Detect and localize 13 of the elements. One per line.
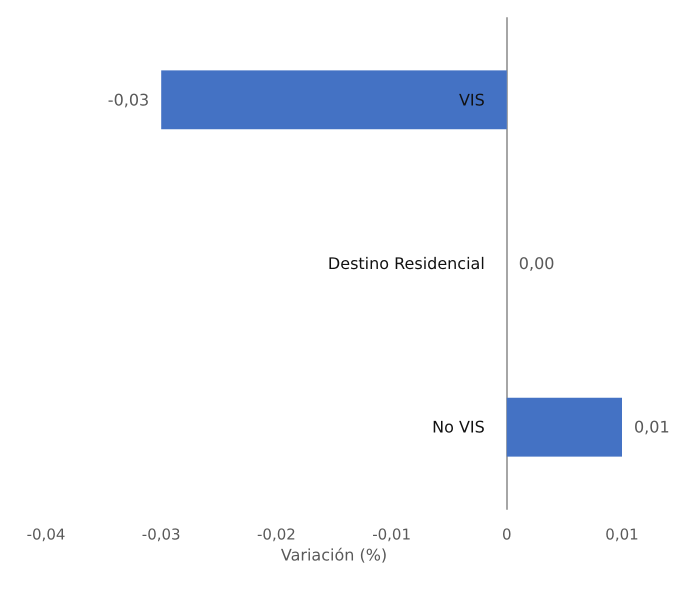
x-tick-label: -0,03 — [142, 526, 181, 544]
data-label: 0,00 — [518, 254, 554, 273]
x-tick-label: -0,02 — [256, 526, 296, 544]
x-tick-label: -0,04 — [26, 526, 66, 544]
data-label: -0,03 — [108, 90, 150, 110]
x-axis-title: Variación (%) — [280, 545, 388, 564]
data-label: 0,01 — [634, 418, 670, 437]
x-tick-label: 0 — [502, 526, 512, 544]
y-tick-label: No VIS — [432, 418, 485, 437]
y-tick-label: VIS — [458, 90, 485, 110]
x-tick-label: 0,01 — [605, 526, 639, 544]
x-tick-label: -0,01 — [372, 526, 412, 544]
y-tick-label: Destino Residencial — [328, 254, 485, 273]
